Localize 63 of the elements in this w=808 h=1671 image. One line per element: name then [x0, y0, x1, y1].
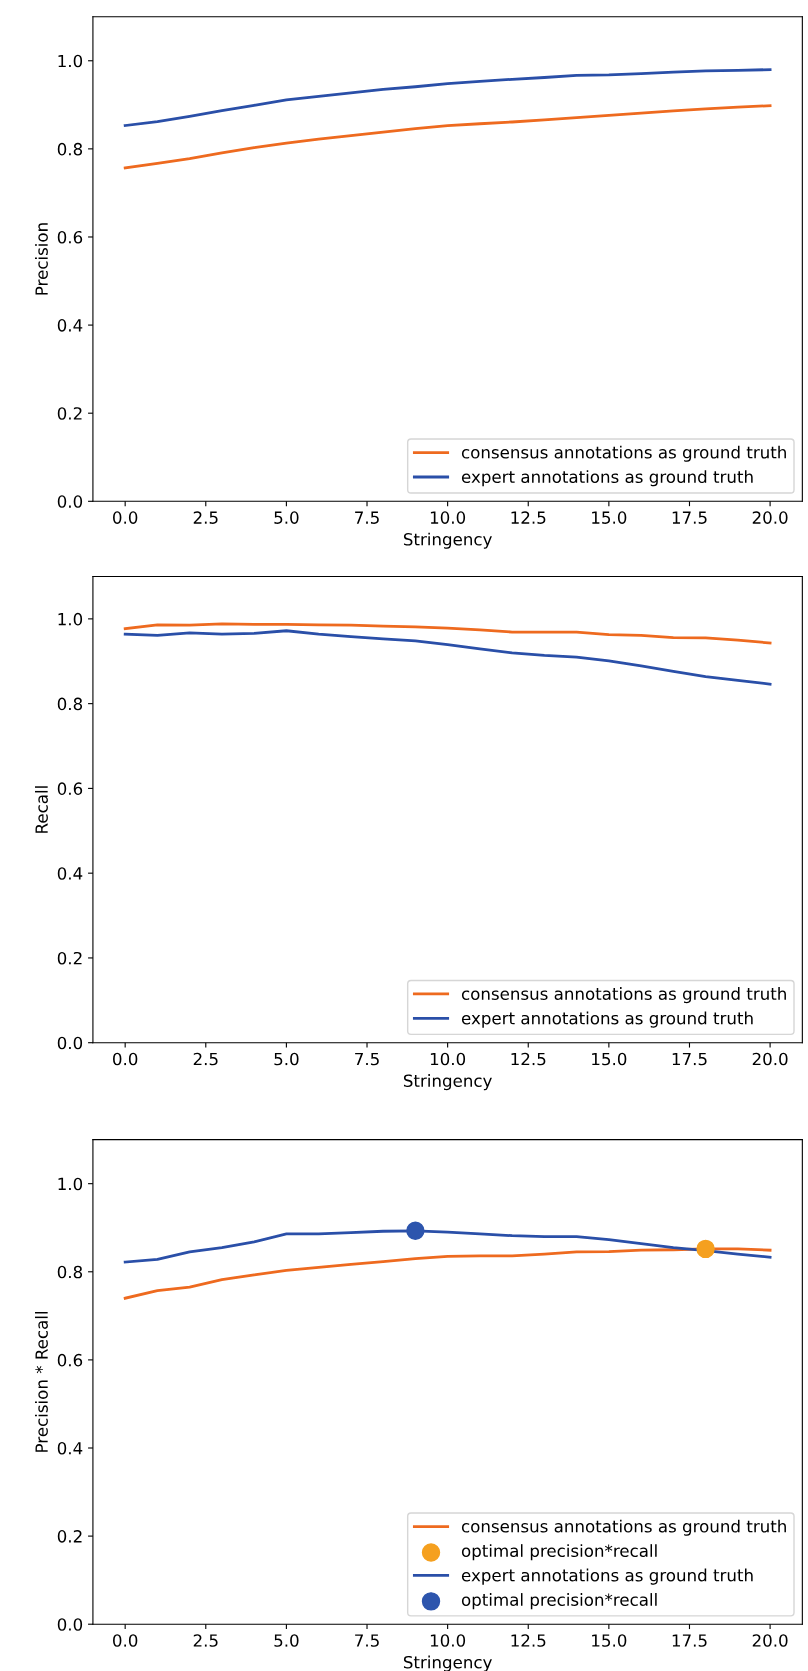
legend-label: expert annotations as ground truth	[461, 1011, 753, 1028]
x-tick-label: 15.0	[592, 1634, 627, 1647]
x-tick-label: 7.5	[355, 1052, 379, 1066]
x-tick-label: 12.5	[511, 1634, 546, 1647]
legend-label: optimal precision*recall	[461, 1544, 657, 1561]
y-tick-label: 0.2	[57, 1530, 82, 1543]
x-tick-label: 17.5	[672, 1634, 707, 1647]
y-axis-title: Precision * Recall	[35, 1311, 48, 1452]
y-tick-label: 0.2	[57, 407, 82, 420]
y-tick-label: 0.0	[57, 1036, 83, 1050]
x-tick-label: 2.5	[193, 1052, 218, 1066]
x-tick-label: 12.5	[511, 511, 546, 524]
legend-label: optimal precision*recall	[461, 1593, 657, 1610]
y-tick-label: 0.0	[57, 495, 83, 508]
x-tick-label: 2.5	[193, 511, 218, 524]
x-tick-label: 2.5	[193, 1634, 218, 1647]
x-tick-label: 17.5	[672, 511, 707, 524]
x-tick-label: 10.0	[430, 511, 466, 524]
y-tick-label: 1.0	[58, 54, 83, 68]
y-tick-label: 0.8	[57, 697, 83, 711]
line-series	[123, 68, 772, 127]
y-tick-label: 1.0	[58, 612, 83, 626]
x-tick-label: 12.5	[511, 1052, 546, 1066]
y-tick-label: 0.2	[57, 951, 82, 965]
x-tick-label: 5.0	[274, 1634, 299, 1647]
y-tick-label: 1.0	[58, 1177, 83, 1191]
y-tick-label: 0.6	[57, 1353, 83, 1367]
y-tick-label: 0.6	[57, 230, 83, 244]
x-tick-label: 15.0	[592, 1052, 627, 1066]
x-tick-label: 5.0	[274, 511, 299, 524]
x-tick-label: 20.0	[752, 1634, 788, 1647]
y-axis-title: Recall	[35, 786, 48, 833]
x-tick-label: 5.0	[274, 1052, 299, 1066]
x-tick-label: 10.0	[430, 1634, 466, 1647]
x-tick-label: 10.0	[430, 1052, 466, 1066]
x-tick-label: 7.5	[355, 1634, 379, 1647]
legend-label: consensus annotations as ground truth	[461, 445, 786, 462]
x-tick-label: 17.5	[672, 1052, 707, 1066]
y-axis-title: Precision	[35, 223, 48, 295]
x-tick-label: 7.5	[355, 511, 379, 524]
x-tick-label: 15.0	[592, 511, 627, 524]
y-tick-label: 0.0	[57, 1618, 83, 1631]
x-axis-title: Stringency	[403, 1074, 492, 1091]
legend-label: expert annotations as ground truth	[461, 470, 753, 487]
x-axis-title: Stringency	[403, 532, 492, 549]
x-axis-title: Stringency	[403, 1655, 492, 1671]
y-tick-label: 0.4	[57, 1441, 83, 1455]
y-tick-label: 0.6	[57, 782, 83, 795]
legend-label: consensus annotations as ground truth	[461, 987, 786, 1004]
x-tick-label: 0.0	[113, 1634, 138, 1647]
y-tick-label: 0.4	[57, 319, 83, 332]
line-series	[123, 629, 772, 686]
x-tick-label: 0.0	[113, 1052, 138, 1066]
x-tick-label: 20.0	[752, 511, 788, 524]
y-tick-label: 0.8	[57, 142, 83, 156]
line-series	[123, 104, 772, 170]
x-tick-label: 0.0	[113, 511, 138, 524]
y-tick-label: 0.8	[57, 1265, 83, 1279]
y-tick-label: 0.4	[57, 867, 83, 880]
legend-label: consensus annotations as ground truth	[461, 1519, 786, 1536]
line-series	[123, 622, 772, 645]
x-tick-label: 20.0	[752, 1052, 788, 1066]
legend-label: expert annotations as ground truth	[461, 1568, 753, 1585]
